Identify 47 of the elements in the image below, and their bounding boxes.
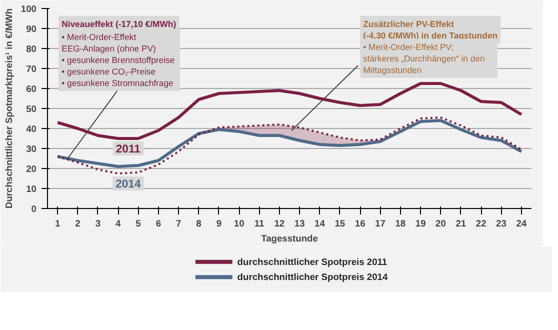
annotation: Zusätzlicher PV-Effekt (-4,30 €/MWh) in den Tagstunden [363,18,498,40]
legend-label: durchschnittlicher Spotpreis 2014 [237,272,388,282]
annotation: 2014 [116,178,142,190]
x-tick-label: 21 [456,218,466,228]
x-tick-label: 9 [216,218,222,228]
y-tick-label: 100 [20,4,37,14]
line-series [56,119,523,168]
annotation: • Merit-Order-Effekt EEG-Anlagen (ohne PV) • gesunkene Brennstoffpreise • gesunkene CO₂-Preise • gesunkene Stromnachfrage [62,32,175,88]
y-tick-label: 40 [26,124,37,134]
x-tick-label: 4 [115,218,122,228]
y-tick-label: 0 [31,204,37,214]
legend-label: durchschnittlicher Spotpreis 2011 [237,256,388,267]
y-tick-label: 10 [26,184,37,194]
annotation: • Merit-Order-Effekt PV; stärkeres „Durchhängen“ in den Mittagsstunden [363,42,485,75]
x-tick-label: 18 [395,218,406,228]
y-tick-label: 20 [26,164,37,174]
y-tick-label: 30 [26,144,37,154]
x-axis-title: Tagesstunde [261,234,318,244]
x-tick-label: 3 [95,218,101,228]
x-tick-label: 22 [476,218,486,228]
x-tick-label: 14 [314,218,326,228]
x-tick-label: 8 [196,218,202,228]
x-tick-label: 17 [375,218,386,228]
x-tick-label: 15 [334,218,346,228]
x-tick-label: 11 [254,218,264,228]
y-axis-title: Durchschnittlicher Spotmarktpreis¹ in €/MWh [4,8,14,209]
x-tick-label: 19 [415,218,426,228]
y-tick-label: 80 [26,44,37,54]
y-tick-label: 60 [26,84,37,94]
x-tick-label: 24 [516,218,528,228]
x-tick-label: 10 [234,218,244,228]
annotation: 2011 [116,144,140,156]
x-tick-label: 23 [496,218,506,228]
x-tick-label: 16 [354,218,366,228]
y-tick-label: 70 [26,64,37,74]
x-tick-label: 20 [436,218,446,228]
x-tick-label: 5 [136,218,141,228]
x-tick-label: 12 [274,218,285,228]
y-tick-label: 50 [26,104,37,114]
x-tick-label: 2 [75,218,80,228]
x-tick-label: 6 [156,218,162,228]
x-tick-label: 7 [176,218,182,228]
line-series [56,116,522,174]
x-tick-label: 1 [54,218,60,228]
y-tick-label: 90 [26,24,37,34]
x-tick-label: 13 [294,218,305,228]
annotation: Niveaueffekt (-17,10 €/MWh) [62,18,176,29]
